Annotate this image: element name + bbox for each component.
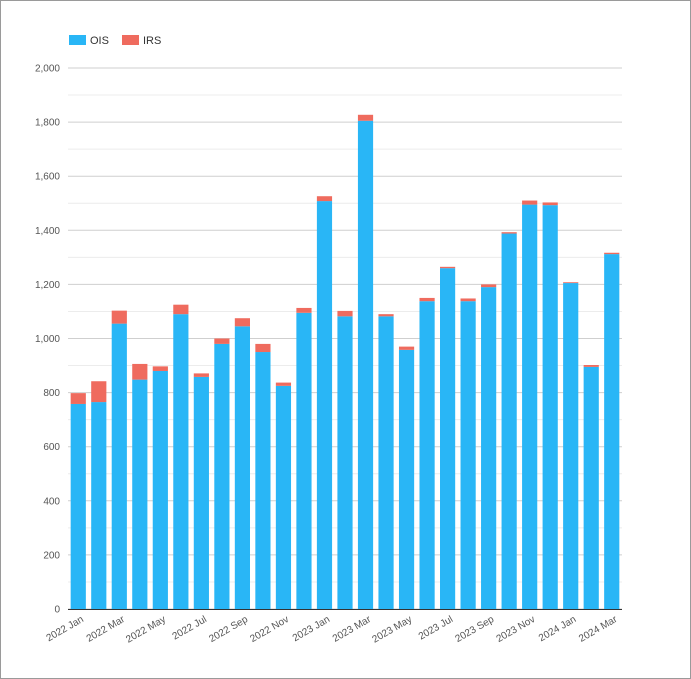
bar-ois-2022-jul[interactable] [193, 376, 209, 609]
x-tick-label: 2024 Mar [577, 614, 620, 645]
x-tick-label: 2022 Jan [45, 614, 86, 644]
bar-irs-2023-nov[interactable] [522, 200, 538, 205]
bars [70, 114, 620, 610]
legend[interactable]: OIS IRS [69, 35, 161, 47]
bar-irs-2022-aug[interactable] [214, 338, 230, 344]
x-tick-label: 2022 May [124, 614, 168, 645]
legend-swatch-ois[interactable] [69, 35, 86, 45]
bar-irs-2022-oct[interactable] [255, 343, 271, 353]
bar-ois-2024-jan[interactable] [563, 283, 579, 609]
y-tick-label: 1,400 [35, 226, 60, 237]
bar-irs-2022-sep[interactable] [234, 318, 250, 327]
bar-ois-2022-nov[interactable] [275, 385, 292, 609]
bar-irs-2023-oct[interactable] [501, 232, 517, 234]
bar-irs-2023-mar[interactable] [357, 114, 374, 121]
bar-irs-2023-feb[interactable] [337, 310, 353, 317]
bar-irs-2022-nov[interactable] [275, 382, 292, 386]
bar-ois-2023-feb[interactable] [337, 316, 353, 609]
x-tick-label: 2023 Sep [454, 614, 497, 645]
bar-ois-2022-aug[interactable] [214, 343, 230, 609]
bar-ois-2022-sep[interactable] [234, 326, 250, 609]
bar-ois-2022-jun[interactable] [173, 314, 189, 609]
y-tick-label: 1,800 [35, 118, 60, 129]
bar-ois-2024-mar[interactable] [604, 254, 620, 609]
legend-label-irs[interactable]: IRS [143, 35, 161, 47]
x-tick-label: 2023 Mar [331, 614, 374, 645]
bar-ois-2023-jul[interactable] [440, 268, 456, 609]
bar-irs-2023-jul[interactable] [440, 266, 456, 269]
x-tick-label: 2022 Nov [248, 614, 291, 645]
y-tick-label: 2,000 [35, 64, 60, 75]
bar-ois-2023-apr[interactable] [378, 316, 394, 609]
bar-ois-2022-dec[interactable] [296, 312, 312, 609]
x-tick-label: 2023 Jul [417, 614, 455, 642]
bar-ois-2023-jan[interactable] [316, 201, 333, 609]
x-tick-label: 2022 Sep [207, 614, 250, 645]
bar-irs-2022-mar[interactable] [111, 310, 127, 324]
bar-ois-2022-mar[interactable] [111, 323, 127, 609]
bar-ois-2023-mar[interactable] [357, 120, 374, 609]
bar-ois-2022-oct[interactable] [255, 352, 271, 609]
y-tick-label: 600 [43, 442, 60, 453]
bar-irs-2024-feb[interactable] [583, 365, 599, 367]
bar-ois-2024-feb[interactable] [583, 366, 599, 609]
y-tick-label: 1,200 [35, 280, 60, 291]
x-tick-label: 2023 Nov [495, 614, 538, 645]
y-tick-label: 800 [43, 388, 60, 399]
bar-ois-2022-may[interactable] [152, 370, 168, 609]
bar-irs-2023-aug[interactable] [460, 298, 476, 302]
bar-irs-2022-dec[interactable] [296, 307, 312, 313]
legend-swatch-irs[interactable] [122, 35, 139, 45]
bar-irs-2024-jan[interactable] [563, 282, 579, 284]
y-axis-ticks: 0 200 400 600 800 1,000 1,200 1,400 1,600 1,800 2,… [35, 64, 60, 616]
bar-irs-2023-sep[interactable] [481, 284, 497, 288]
y-tick-label: 1,600 [35, 172, 60, 183]
legend-label-ois[interactable]: OIS [90, 35, 109, 47]
bar-irs-2022-jun[interactable] [173, 304, 189, 315]
bar-irs-2022-apr[interactable] [132, 363, 148, 380]
bar-ois-2023-jun[interactable] [419, 301, 435, 609]
bar-irs-2023-apr[interactable] [378, 314, 394, 317]
bar-irs-2023-may[interactable] [398, 346, 415, 350]
bar-ois-2023-dec[interactable] [542, 205, 558, 609]
x-tick-label: 2022 Mar [85, 614, 128, 645]
y-tick-label: 1,000 [35, 334, 60, 345]
bar-irs-2024-mar[interactable] [604, 252, 620, 255]
x-tick-label: 2022 Jul [171, 614, 209, 642]
x-tick-label: 2024 Jan [537, 614, 578, 644]
bar-irs-2022-jan[interactable] [70, 393, 86, 404]
x-tick-label: 2023 May [371, 614, 415, 645]
bar-irs-2022-may[interactable] [152, 366, 168, 371]
bar-irs-2022-feb[interactable] [91, 381, 107, 403]
bar-ois-2023-nov[interactable] [522, 204, 538, 610]
bar-ois-2023-oct[interactable] [501, 233, 517, 609]
bar-irs-2023-jan[interactable] [316, 196, 333, 202]
bar-ois-2022-apr[interactable] [132, 379, 148, 609]
bar-irs-2023-jun[interactable] [419, 297, 435, 302]
bar-ois-2022-feb[interactable] [91, 402, 107, 609]
y-tick-label: 400 [43, 496, 60, 507]
x-tick-label: 2023 Jan [291, 614, 332, 644]
bar-irs-2022-jul[interactable] [193, 373, 209, 377]
y-tick-label: 200 [43, 550, 60, 561]
y-tick-label: 0 [54, 605, 60, 616]
bar-ois-2023-may[interactable] [398, 349, 415, 609]
bar-ois-2022-jan[interactable] [70, 403, 86, 609]
bar-irs-2023-dec[interactable] [542, 202, 558, 206]
bar-ois-2023-aug[interactable] [460, 301, 476, 609]
bar-ois-2023-sep[interactable] [481, 287, 497, 609]
